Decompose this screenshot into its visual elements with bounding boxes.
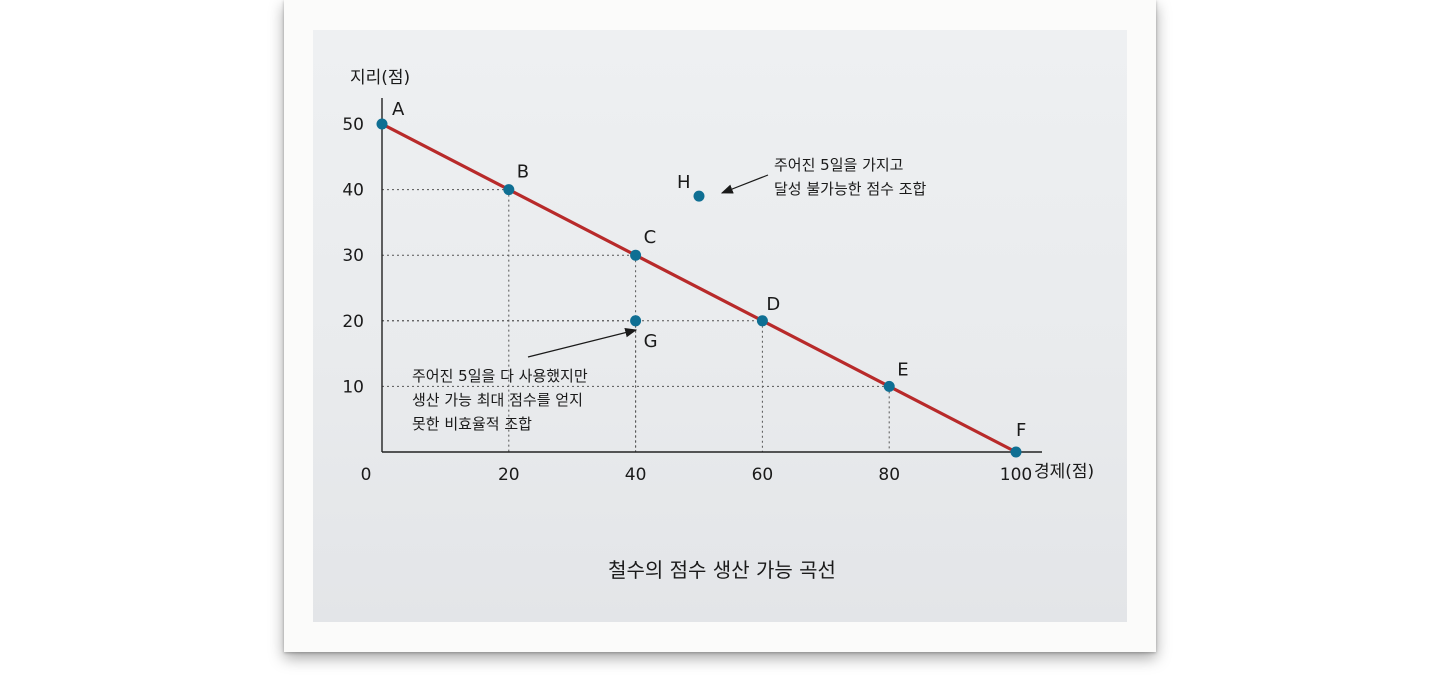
annotation-h-arrow <box>720 174 769 194</box>
x-tick-60: 60 <box>752 465 774 485</box>
annotation-g-line-1: 주어진 5일을 다 사용했지만 <box>412 367 588 385</box>
point-label-b: B <box>517 162 529 183</box>
ppc-curve <box>380 122 1018 454</box>
chart-title: 철수의 점수 생산 가능 곡선 <box>608 558 836 582</box>
annotation-h-line-2: 달성 불가능한 점수 조합 <box>774 180 927 198</box>
guide-lines <box>382 189 890 452</box>
point-label-a: A <box>392 99 405 120</box>
y-tick-30: 30 <box>342 246 364 266</box>
x-tick-100: 100 <box>1000 465 1032 485</box>
annotation-h-line-1: 주어진 5일을 가지고 <box>774 156 903 174</box>
x-axis-title: 경제(점) <box>1034 462 1094 482</box>
point-e <box>883 380 895 392</box>
point-label-e: E <box>897 359 908 380</box>
point-label-d: D <box>766 294 780 315</box>
point-a <box>376 118 388 130</box>
curve-layer <box>380 122 1018 454</box>
point-h <box>693 190 705 202</box>
point-d <box>756 315 768 327</box>
point-b <box>503 184 515 196</box>
ticks-layer: 0 20 40 60 80 100 10 20 30 40 50 <box>342 115 1032 485</box>
x-tick-20: 20 <box>498 465 520 485</box>
y-tick-10: 10 <box>342 377 364 397</box>
annotation-g-arrow <box>527 327 638 358</box>
point-label-h: H <box>677 172 691 193</box>
point-c <box>630 249 642 261</box>
y-axis-title: 지리(점) <box>350 68 410 88</box>
points-layer: A B C D E F G H <box>376 99 1026 458</box>
annotation-h: 주어진 5일을 가지고 달성 불가능한 점수 조합 <box>720 156 927 198</box>
y-tick-50: 50 <box>342 115 364 135</box>
paper-background <box>313 30 1127 622</box>
point-label-c: C <box>644 227 657 248</box>
point-f <box>1010 446 1022 458</box>
x-tick-0: 0 <box>361 465 372 485</box>
annotation-g: 주어진 5일을 다 사용했지만 생산 가능 최대 점수를 얻지 못한 비효율적 … <box>412 327 638 433</box>
point-label-g: G <box>644 331 658 352</box>
point-label-f: F <box>1016 420 1026 441</box>
point-g <box>630 315 642 327</box>
y-tick-40: 40 <box>342 181 364 201</box>
y-tick-20: 20 <box>342 312 364 332</box>
x-tick-80: 80 <box>878 465 900 485</box>
annotation-g-line-2: 생산 가능 최대 점수를 얻지 <box>412 391 583 409</box>
annotation-g-line-3: 못한 비효율적 조합 <box>412 415 532 433</box>
x-tick-40: 40 <box>625 465 647 485</box>
